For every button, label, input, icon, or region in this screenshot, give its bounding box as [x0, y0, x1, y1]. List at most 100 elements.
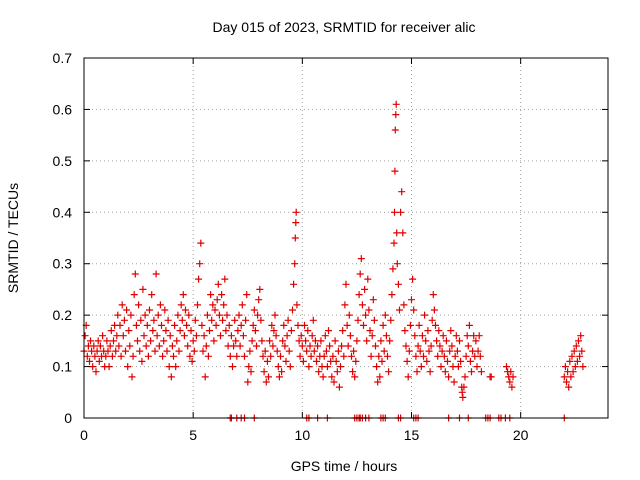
y-tick-label: 0 — [64, 410, 72, 426]
data-point — [459, 393, 467, 401]
data-point — [213, 296, 221, 304]
data-point — [218, 291, 226, 299]
data-point — [381, 311, 389, 319]
data-point — [330, 378, 338, 386]
data-point — [411, 332, 419, 340]
data-point — [412, 352, 420, 360]
data-point — [393, 260, 401, 268]
data-point — [226, 352, 234, 360]
data-point — [463, 332, 471, 340]
data-point — [304, 327, 312, 335]
y-tick-label: 0.6 — [53, 101, 73, 117]
data-point — [434, 352, 442, 360]
data-point — [279, 337, 287, 345]
data-point — [159, 352, 167, 360]
data-point — [323, 363, 331, 371]
data-point — [227, 332, 235, 340]
data-point — [374, 378, 382, 386]
data-point — [178, 316, 186, 324]
x-axis-title: GPS time / hours — [291, 458, 398, 474]
y-axis-title: SRMTID / TECUs — [5, 183, 21, 293]
data-point — [292, 219, 300, 227]
data-point — [262, 378, 270, 386]
data-point — [160, 337, 168, 345]
data-point — [190, 347, 198, 355]
data-point — [270, 327, 278, 335]
data-point — [436, 342, 444, 350]
data-point — [355, 291, 363, 299]
data-point — [306, 342, 314, 350]
data-point — [335, 383, 343, 391]
data-point — [503, 363, 510, 371]
data-point — [507, 368, 515, 376]
data-point — [104, 347, 112, 355]
data-point — [314, 342, 322, 350]
data-point — [444, 357, 451, 365]
data-point — [163, 347, 171, 355]
data-point — [460, 383, 468, 391]
data-point — [209, 301, 217, 309]
data-point — [373, 363, 381, 371]
data-point — [176, 327, 184, 335]
data-point — [418, 332, 426, 340]
data-point — [143, 321, 151, 329]
data-point — [342, 280, 350, 288]
data-point — [368, 332, 376, 340]
data-point — [454, 363, 462, 371]
data-point — [117, 352, 125, 360]
y-tick-label: 0.4 — [53, 204, 73, 220]
data-point — [179, 291, 187, 299]
data-point — [509, 373, 517, 381]
data-point — [125, 327, 133, 335]
data-point — [155, 342, 163, 350]
data-point — [132, 321, 140, 329]
data-point — [303, 347, 311, 355]
data-point — [472, 337, 480, 345]
data-point — [83, 352, 91, 360]
data-point — [313, 357, 320, 365]
data-point — [137, 316, 145, 324]
data-point — [103, 337, 111, 345]
data-point — [198, 321, 206, 329]
data-point — [96, 342, 104, 350]
data-point — [187, 327, 195, 335]
data-point — [91, 352, 99, 360]
data-point — [263, 357, 271, 365]
data-point — [222, 327, 230, 335]
data-point — [259, 352, 267, 360]
x-tick-label: 15 — [404, 427, 420, 443]
data-point — [307, 352, 315, 360]
data-point — [579, 363, 587, 371]
data-point — [239, 332, 247, 340]
data-point — [566, 357, 574, 365]
data-point — [105, 363, 113, 371]
data-point — [424, 327, 432, 335]
data-point — [401, 327, 409, 335]
data-point — [400, 301, 408, 309]
y-tick-label: 0.2 — [53, 307, 73, 323]
data-point — [180, 332, 188, 340]
data-point — [425, 347, 433, 355]
data-point — [352, 357, 360, 365]
data-point — [277, 352, 284, 360]
data-point — [397, 208, 405, 216]
data-point — [299, 357, 307, 365]
data-point — [432, 321, 439, 329]
data-point — [290, 280, 298, 288]
data-point — [301, 321, 308, 329]
data-point — [287, 327, 295, 335]
data-point — [391, 208, 398, 216]
data-point — [108, 352, 116, 360]
data-point — [166, 332, 174, 340]
data-point — [438, 347, 446, 355]
data-point — [278, 368, 286, 376]
data-point — [404, 373, 412, 381]
data-point — [508, 383, 516, 391]
data-point — [139, 285, 147, 293]
data-point — [389, 265, 397, 273]
data-point — [204, 352, 212, 360]
data-point — [466, 357, 474, 365]
data-point — [210, 337, 218, 345]
